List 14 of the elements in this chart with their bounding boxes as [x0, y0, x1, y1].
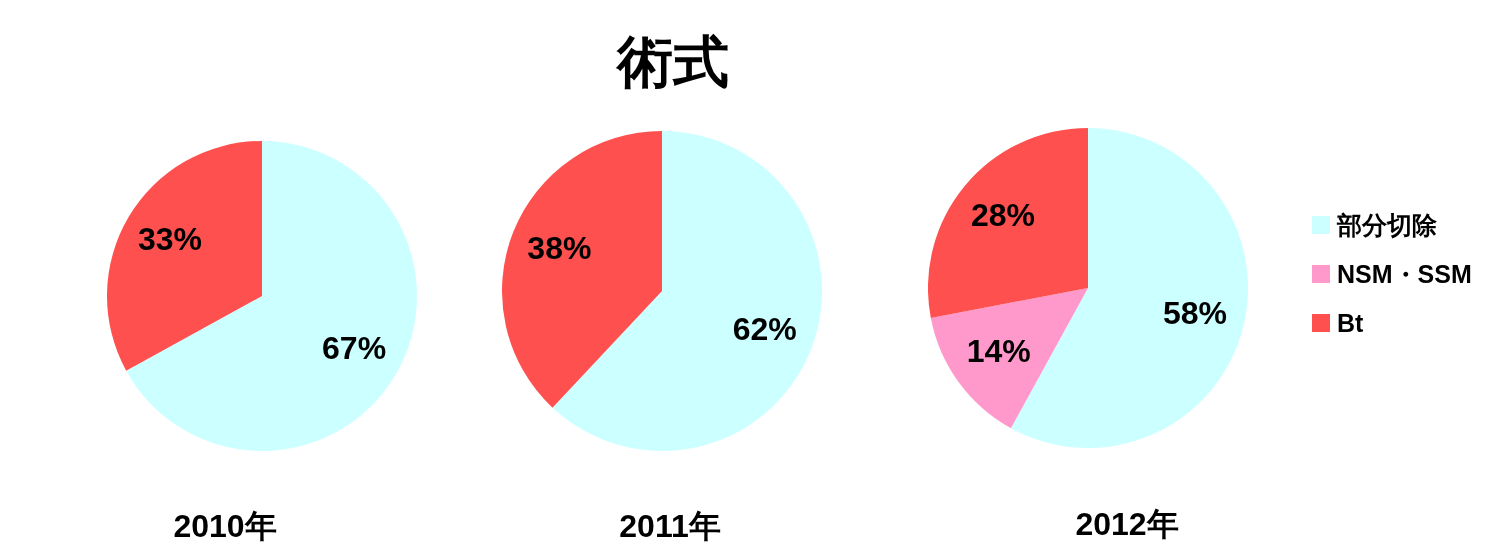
legend-label: 部分切除: [1337, 209, 1437, 241]
text: 2011年: [619, 508, 721, 544]
data-label: 67%: [322, 330, 387, 367]
data-label: 33%: [137, 221, 202, 258]
data-label: 38%: [527, 230, 592, 267]
data-label: 58%: [1162, 295, 1227, 332]
text: 術式: [617, 30, 729, 93]
text: 2012年: [1075, 506, 1179, 542]
text: 2010年: [173, 508, 277, 544]
data-label: 28%: [970, 197, 1035, 234]
legend-label: Bt: [1337, 308, 1364, 338]
data-label: 62%: [732, 311, 797, 348]
data-label: 14%: [966, 332, 1031, 369]
legend-label: NSM・SSM: [1337, 258, 1472, 290]
